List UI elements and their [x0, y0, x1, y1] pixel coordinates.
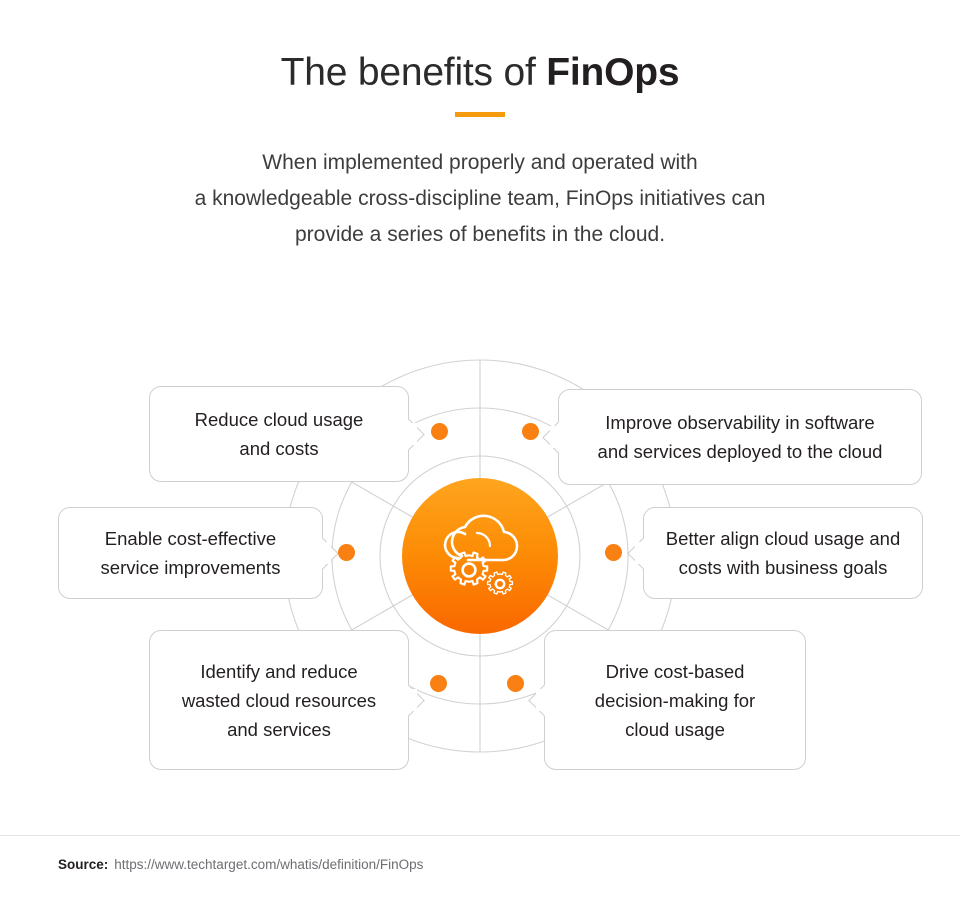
benefit-text: Better align cloud usage and costs with b… — [665, 528, 901, 578]
benefits-diagram: Reduce cloud usage and costs Improve obse… — [0, 300, 960, 820]
footer-divider — [0, 835, 960, 836]
benefit-card-improve-observability[interactable]: Improve observability in software and ser… — [550, 389, 922, 485]
connector-dot-top-left — [431, 423, 448, 440]
connector-dot-bottom-right — [507, 675, 524, 692]
cloud-gears-icon — [443, 514, 519, 595]
source-label: Source: — [58, 857, 109, 872]
benefit-card-enable-cost-effective-improvements[interactable]: Enable cost-effective service improvement… — [58, 507, 331, 599]
page-title: The benefits of FinOps — [0, 0, 960, 95]
center-node-cloud-gears — [402, 478, 558, 634]
benefit-card-reduce-cloud-usage-and-costs[interactable]: Reduce cloud usage and costs — [149, 386, 417, 482]
benefit-callouts: Reduce cloud usage and costs Improve obse… — [0, 300, 960, 820]
benefit-text: Drive cost-based decision-making for cloud… — [594, 660, 756, 740]
benefit-text: Identify and reduce wasted cloud resource… — [181, 660, 377, 740]
subtitle-line-1: When implemented properly and operated w… — [262, 150, 698, 174]
source-line: Source: https://www.techtarget.com/whatis… — [58, 857, 423, 872]
gear-large-icon — [449, 551, 489, 586]
benefit-card-drive-cost-based-decisions[interactable]: Drive cost-based decision-making for cloud… — [536, 630, 806, 770]
subtitle-line-2: a knowledgeable cross-discipline team, F… — [194, 186, 766, 210]
page-title-accent: FinOps — [546, 51, 680, 94]
title-underline-rule — [455, 111, 505, 117]
connector-dot-bottom-left — [430, 675, 447, 692]
gear-small-icon — [486, 571, 514, 595]
connector-dot-middle-right — [605, 544, 622, 561]
benefit-card-identify-wasted-resources[interactable]: Identify and reduce wasted cloud resource… — [149, 630, 417, 770]
benefit-card-better-align-usage-with-goals[interactable]: Better align cloud usage and costs with b… — [635, 507, 923, 599]
subtitle-line-3: provide a series of benefits in the clou… — [294, 222, 666, 246]
benefit-text: Improve observability in software and ser… — [597, 412, 883, 462]
benefit-text: Enable cost-effective service improvement… — [100, 528, 281, 578]
source-url[interactable]: https://www.techtarget.com/whatis/defini… — [114, 857, 424, 872]
connector-dots — [0, 300, 960, 820]
benefit-text: Reduce cloud usage and costs — [194, 409, 364, 459]
connector-dot-middle-left — [338, 544, 355, 561]
subtitle: When implemented properly and operated w… — [0, 117, 960, 253]
page-title-prefix: The benefits of — [280, 51, 547, 94]
connector-dot-top-right — [522, 423, 539, 440]
header: The benefits of FinOps When implemented … — [0, 0, 960, 253]
